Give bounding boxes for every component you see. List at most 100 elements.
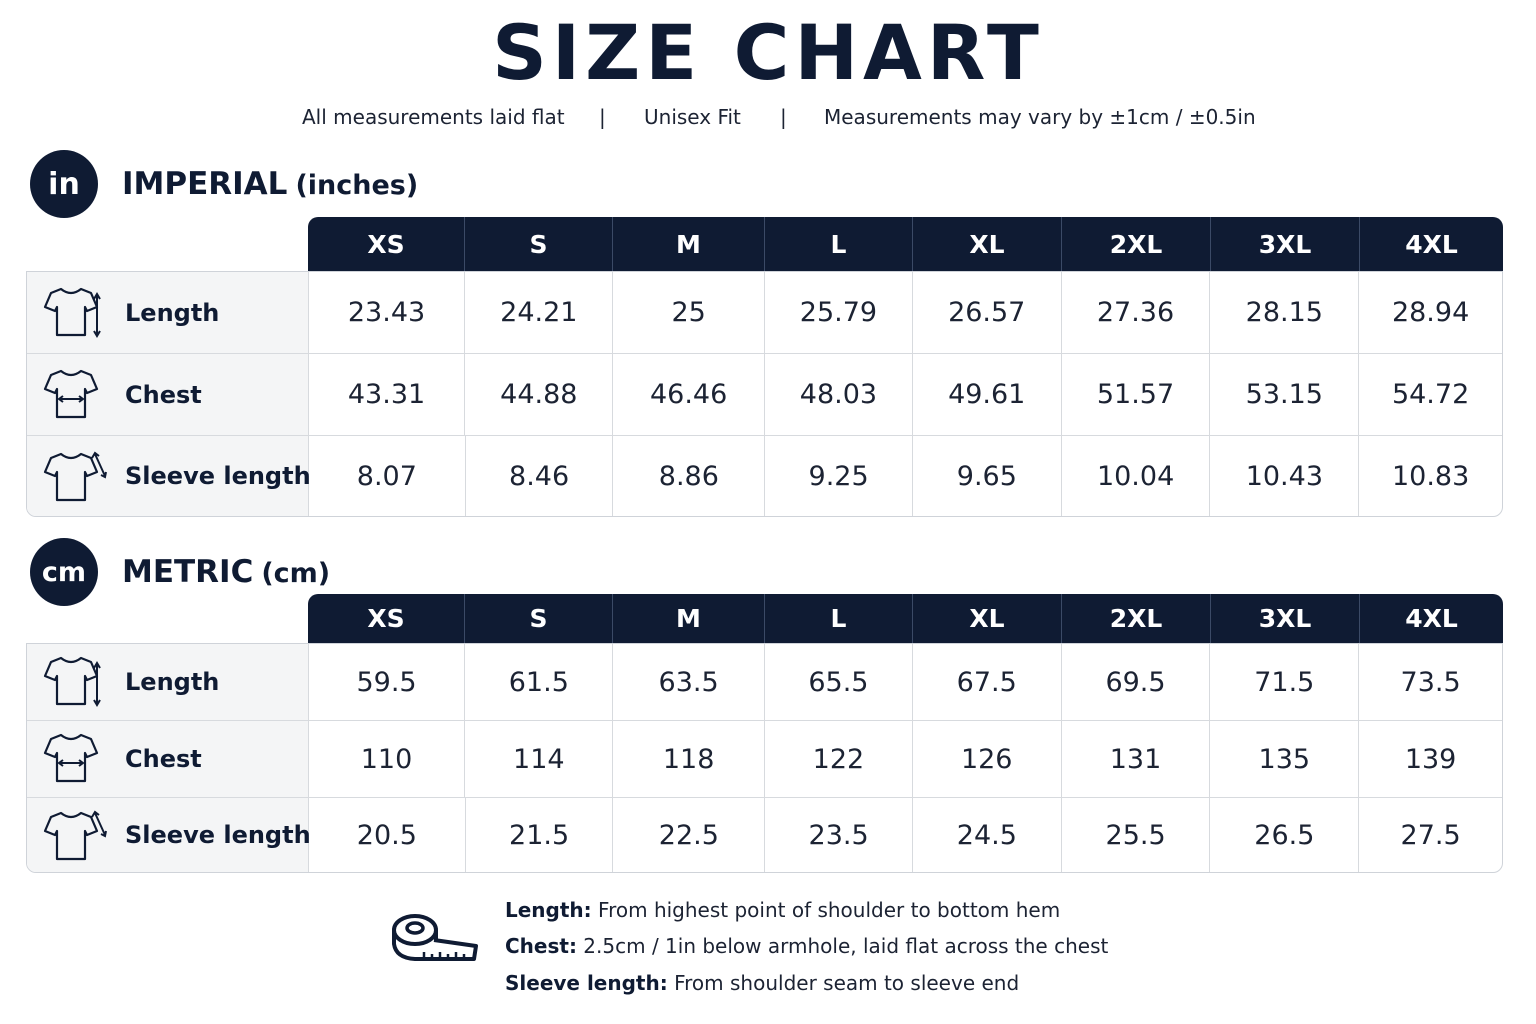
value-cell: 126 [913, 721, 1062, 797]
size-table-body: Length 59.5 61.5 63.5 65.5 67.5 69.5 71.5 73.5 Ch… [26, 643, 1503, 873]
size-header-s: S [465, 594, 613, 643]
metric-section-header: cm METRIC (cm) [30, 537, 330, 607]
value-cell: 63.5 [613, 644, 766, 720]
tshirt-chest-icon [43, 369, 99, 418]
value-cell: 27.36 [1062, 272, 1211, 353]
measurement-label: Chest [125, 380, 202, 409]
note-term: Chest: [505, 934, 577, 958]
size-header-xl: XL [913, 217, 1062, 271]
measurement-notes: Length: From highest point of shoulder t… [390, 892, 1150, 1004]
measurement-label: Length [125, 298, 220, 327]
tshirt-sleeve-icon [43, 810, 107, 861]
value-cell: 21.5 [466, 798, 614, 872]
subtitle-bar: All measurements laid flat | Unisex Fit … [0, 102, 1536, 132]
measurement-label-cell: Length [27, 272, 309, 353]
value-cell: 73.5 [1400, 666, 1461, 698]
value-cell: 139 [1404, 743, 1457, 775]
value-cell: 23.5 [765, 798, 913, 872]
imperial-title: IMPERIAL [122, 166, 288, 202]
tshirt-length-icon [43, 287, 101, 338]
table-row: Length 23.43 24.21 25 25.79 26.57 27.36 28.15 28… [27, 272, 1502, 354]
size-header-4xl: 4XL [1405, 229, 1458, 259]
subtitle-separator: | [780, 105, 787, 129]
measurement-label-cell: Sleeve length [27, 436, 311, 516]
tshirt-sleeve-icon [43, 451, 107, 502]
value-cell: 53.15 [1210, 354, 1360, 435]
size-header-2xl: 2XL [1062, 217, 1211, 271]
value-cell: 27.5 [1400, 819, 1461, 851]
size-header-s: S [465, 217, 613, 271]
value-cell: 22.5 [613, 798, 766, 872]
metric-unit: (cm) [261, 558, 331, 589]
table-row: Chest 110 114 118 122 126 131 135 139 [27, 721, 1502, 798]
value-cell: 118 [613, 721, 766, 797]
note-length: Length: From highest point of shoulder t… [505, 898, 1060, 922]
size-header-3xl: 3XL [1211, 217, 1360, 271]
note-text: From shoulder seam to sleeve end [667, 971, 1020, 995]
note-text: 2.5cm / 1in below armhole, laid flat acr… [576, 934, 1109, 958]
measuring-tape-icon [392, 914, 478, 961]
size-header-l: L [765, 594, 913, 643]
value-cell: 26.5 [1210, 798, 1360, 872]
measurement-label: Chest [125, 745, 202, 773]
value-cell: 10.43 [1210, 436, 1360, 516]
value-cell: 28.15 [1210, 272, 1360, 353]
metric-title: METRIC [122, 554, 254, 590]
measurement-label-cell: Sleeve length [27, 798, 311, 872]
measurement-label-cell: Chest [27, 354, 309, 435]
measurement-label-cell: Chest [27, 721, 309, 797]
value-cell: 110 [309, 721, 466, 797]
value-cell: 61.5 [465, 644, 614, 720]
size-table-body: Length 23.43 24.21 25 25.79 26.57 27.36 28.15 28… [26, 271, 1503, 517]
size-header-4xl: 4XL [1405, 604, 1458, 633]
value-cell: 26.57 [913, 272, 1062, 353]
value-cell: 67.5 [913, 644, 1062, 720]
value-cell: 25 [613, 272, 766, 353]
value-cell: 71.5 [1210, 644, 1360, 720]
value-cell: 25.5 [1062, 798, 1211, 872]
imperial-section-title: IMPERIAL (inches) [122, 166, 418, 202]
size-header-row: XS S M L XL 2XL 3XL 4XL [308, 594, 1503, 643]
measurement-label: Sleeve length [125, 821, 311, 849]
note-term: Length: [505, 898, 592, 922]
value-cell: 51.57 [1062, 354, 1211, 435]
value-cell: 9.25 [765, 436, 913, 516]
size-header-xl: XL [913, 594, 1062, 643]
tshirt-length-icon [43, 656, 101, 707]
size-header-xs: XS [308, 217, 465, 271]
value-cell: 24.21 [465, 272, 614, 353]
value-cell: 43.31 [309, 354, 466, 435]
value-cell: 10.83 [1391, 460, 1470, 492]
value-cell: 135 [1210, 721, 1360, 797]
size-header-l: L [765, 217, 913, 271]
value-cell: 48.03 [765, 354, 913, 435]
imperial-section-header: in IMPERIAL (inches) [30, 149, 418, 219]
value-cell: 10.04 [1062, 436, 1211, 516]
subtitle-separator: | [599, 105, 606, 129]
value-cell: 131 [1062, 721, 1211, 797]
measurement-label-cell: Length [27, 644, 309, 720]
value-cell: 8.46 [466, 436, 614, 516]
value-cell: 8.07 [309, 436, 466, 516]
value-cell: 25.79 [765, 272, 913, 353]
size-header-xs: XS [308, 594, 465, 643]
value-cell: 59.5 [309, 644, 466, 720]
value-cell: 69.5 [1062, 644, 1211, 720]
value-cell: 24.5 [913, 798, 1062, 872]
inches-badge-icon: in [30, 150, 98, 218]
measurement-label: Length [125, 668, 220, 696]
tshirt-chest-icon [43, 733, 99, 783]
value-cell: 114 [465, 721, 614, 797]
size-header-row: XS S M L XL 2XL 3XL 4XL [308, 217, 1503, 271]
size-header-3xl: 3XL [1211, 594, 1360, 643]
note-chest: Chest: 2.5cm / 1in below armhole, laid f… [505, 934, 1108, 958]
table-row: Chest 43.31 44.88 46.46 48.03 49.61 51.57 53.15… [27, 354, 1502, 436]
note-term: Sleeve length: [505, 971, 668, 995]
value-cell: 8.86 [613, 436, 766, 516]
value-cell: 54.72 [1391, 379, 1470, 410]
value-cell: 9.65 [913, 436, 1062, 516]
table-row: Sleeve length 8.07 8.46 8.86 9.25 9.65 10.04 10… [27, 436, 1502, 516]
value-cell: 46.46 [613, 354, 766, 435]
table-row: Length 59.5 61.5 63.5 65.5 67.5 69.5 71.5 73.5 [27, 644, 1502, 721]
subtitle-tolerance: Measurements may vary by ±1cm / ±0.5in [824, 105, 1256, 129]
